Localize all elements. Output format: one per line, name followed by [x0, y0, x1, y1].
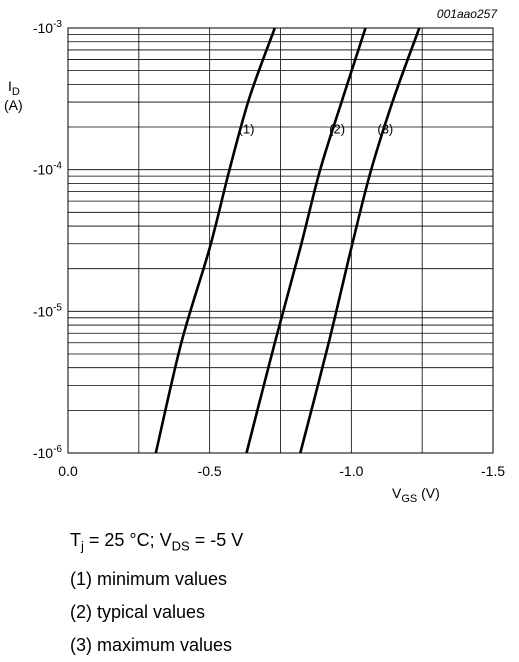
y-tick-label: -10-6 [33, 444, 63, 461]
curve-label-2: (2) [329, 122, 345, 137]
y-tick-label: -10-5 [33, 302, 63, 319]
curve-3 [299, 27, 421, 454]
x-tick-label: -1.0 [339, 463, 363, 479]
curve-label-1: (1) [239, 122, 255, 137]
chart-curves: (1) (2) (3) [154, 27, 421, 454]
x-tick-label: -0.5 [198, 463, 222, 479]
y-tick-label: -10-4 [33, 161, 63, 178]
figure-code: 001aao257 [437, 7, 498, 21]
legend-entry-1: (1) minimum values [70, 568, 228, 589]
legend-entry-3: (3) maximum values [70, 634, 233, 655]
curve-1 [154, 27, 277, 454]
chart-grid [68, 28, 493, 453]
chart-tick-labels: -10-3 -10-4 -10-5 -10-6 0.0 -0.5 -1.0 -1.5 [33, 19, 505, 479]
test-conditions: Tj = 25 °C; VDS = -5 V [70, 530, 244, 554]
x-axis-title: VGS (V) [392, 485, 440, 505]
x-tick-label: 0.0 [58, 463, 78, 479]
chart-notes: Tj = 25 °C; VDS = -5 V (1) minimum value… [70, 524, 243, 662]
id-vgs-chart: (1) (2) (3) -10-3 -10-4 -10-5 -10-6 0.0 -0.5 -1.… [4, 7, 505, 505]
y-axis-unit: (A) [4, 97, 23, 113]
curve-label-3: (3) [377, 122, 393, 137]
x-tick-label: -1.5 [481, 463, 505, 479]
legend-entry-2: (2) typical values [70, 601, 206, 622]
y-axis-title: ID [8, 78, 20, 98]
plot-frame [67, 27, 494, 454]
y-tick-label: -10-3 [33, 19, 63, 36]
curve-2 [245, 27, 367, 454]
